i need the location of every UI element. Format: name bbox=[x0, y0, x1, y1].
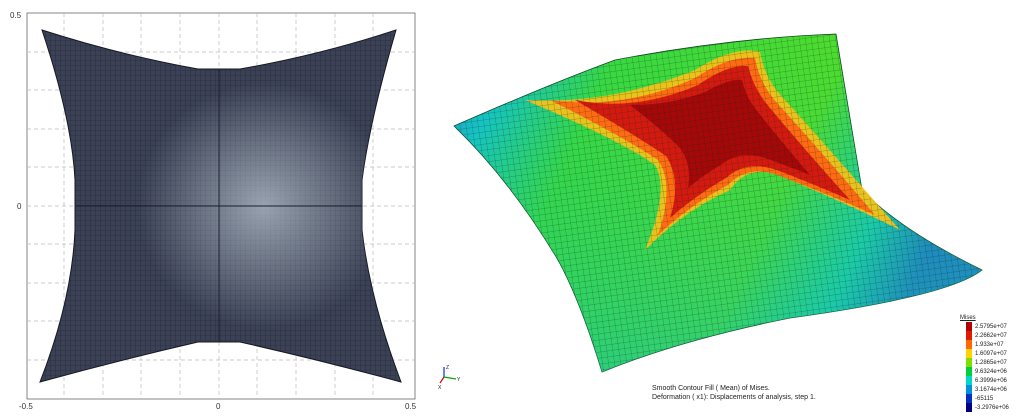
legend-swatch bbox=[966, 331, 972, 340]
legend-row: 2.2662e+07 bbox=[966, 331, 1009, 340]
legend-label: 1.933e+07 bbox=[975, 341, 1004, 348]
legend-label: 1.2865e+07 bbox=[975, 359, 1007, 366]
legend-label: 2.5795e+07 bbox=[975, 323, 1007, 330]
legend-swatch bbox=[966, 385, 972, 394]
legend-swatch bbox=[966, 322, 972, 331]
triad-z-label: Z bbox=[446, 365, 449, 371]
x-tick-right: 0.5 bbox=[405, 402, 417, 411]
legend-swatch bbox=[966, 403, 972, 412]
legend-row: 6.3999e+06 bbox=[966, 376, 1009, 385]
legend-label: 3.1674e+06 bbox=[975, 386, 1007, 393]
right-plot: Z Y X Smooth Contour Fill ( Mean) of Mis… bbox=[430, 0, 1024, 413]
contour-plot-svg: Z Y X bbox=[438, 33, 983, 391]
legend-label: -65115 bbox=[975, 395, 994, 402]
legend-swatch bbox=[966, 340, 972, 349]
legend-swatch bbox=[966, 394, 972, 403]
legend-label: -3.2976e+06 bbox=[975, 404, 1009, 411]
left-plot-svg: 0.5 0 -0.5 0 0.5 bbox=[10, 11, 417, 411]
y-tick-mid: 0 bbox=[17, 202, 22, 211]
x-tick-left: -0.5 bbox=[19, 402, 33, 411]
legend-row: 3.1674e+06 bbox=[966, 385, 1009, 394]
legend-title: Mises bbox=[960, 315, 976, 321]
contour-mesh-overlay bbox=[454, 34, 982, 372]
legend-label: 2.2662e+07 bbox=[975, 332, 1007, 339]
legend-row: 2.5795e+07 bbox=[966, 322, 1009, 331]
legend-row: 9.6324e+06 bbox=[966, 367, 1009, 376]
contour-caption-line2: Deformation ( x1): Displacements of anal… bbox=[652, 394, 816, 401]
legend-swatch bbox=[966, 349, 972, 358]
legend-row: 1.2865e+07 bbox=[966, 358, 1009, 367]
triad-x-label: X bbox=[438, 385, 442, 391]
triad-y-label: Y bbox=[457, 377, 461, 383]
legend-row: 1.933e+07 bbox=[966, 340, 1009, 349]
contour-caption-line1: Smooth Contour Fill ( Mean) of Mises. bbox=[652, 385, 770, 392]
legend-row: 1.6097e+07 bbox=[966, 349, 1009, 358]
legend-swatch bbox=[966, 367, 972, 376]
legend-label: 1.6097e+07 bbox=[975, 350, 1007, 357]
legend-swatch bbox=[966, 376, 972, 385]
x-tick-mid: 0 bbox=[216, 402, 221, 411]
left-plot: 0.5 0 -0.5 0 0.5 bbox=[0, 0, 430, 413]
contour-legend: 2.5795e+07 2.2662e+07 1.933e+07 1.6097e+07 1… bbox=[966, 322, 1009, 412]
legend-label: 9.6324e+06 bbox=[975, 368, 1007, 375]
y-tick-top: 0.5 bbox=[10, 11, 22, 20]
legend-row: -3.2976e+06 bbox=[966, 403, 1009, 412]
legend-swatch bbox=[966, 358, 972, 367]
legend-row: -65115 bbox=[966, 394, 1009, 403]
axis-triad: Z Y X bbox=[438, 365, 461, 391]
legend-label: 6.3999e+06 bbox=[975, 377, 1007, 384]
